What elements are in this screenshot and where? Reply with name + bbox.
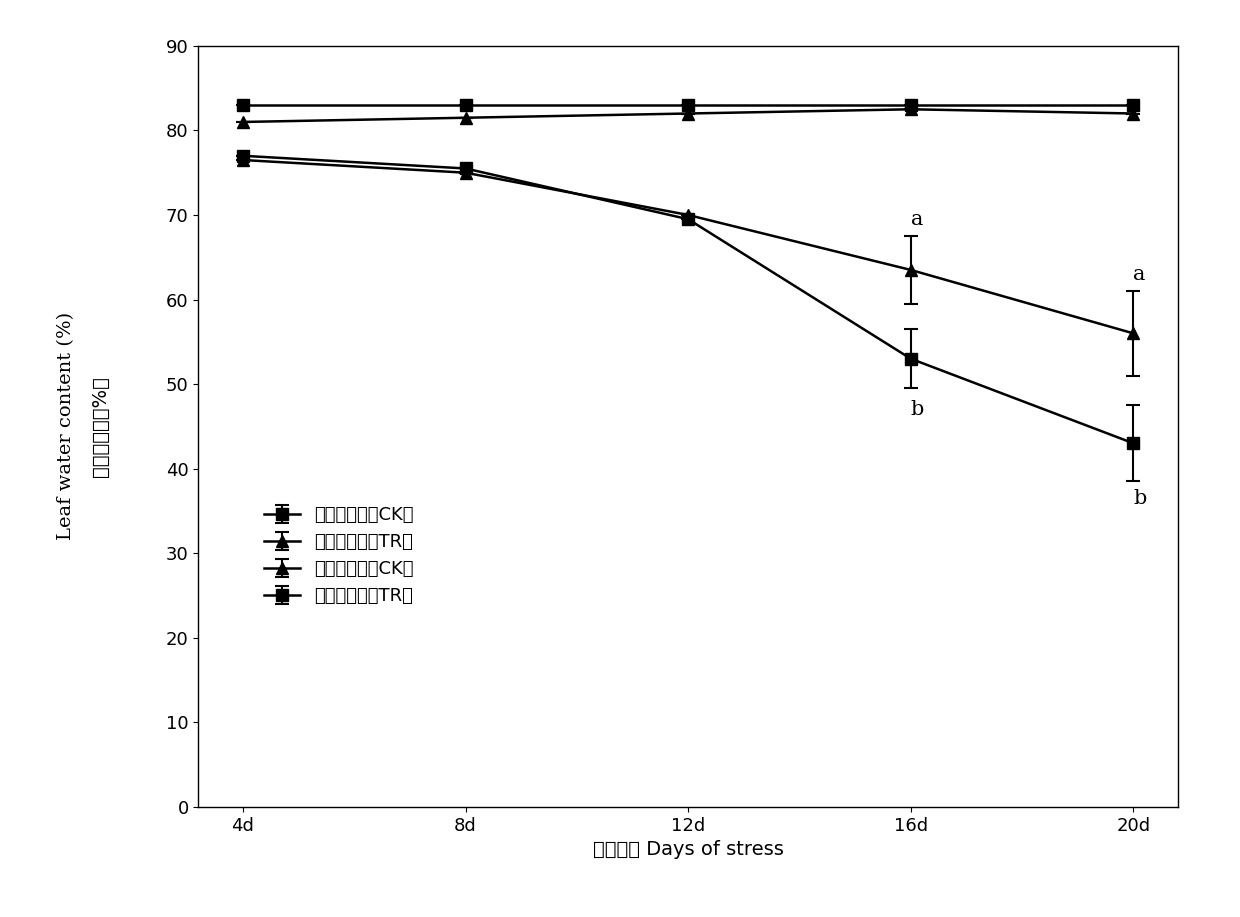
Text: b: b [911,400,924,419]
Text: b: b [1133,489,1147,508]
X-axis label: 胁迫天数 Days of stress: 胁迫天数 Days of stress [593,840,784,859]
Text: Leaf water content (%): Leaf water content (%) [57,313,76,540]
Text: 叶片含水量（%）: 叶片含水量（%） [91,376,110,477]
Text: a: a [911,210,924,228]
Legend: 沟叶结缕草（CK）, 沟叶结缕草（TR）, 中华结缕草（CK）, 中华结缕草（TR）: 沟叶结缕草（CK）, 沟叶结缕草（TR）, 中华结缕草（CK）, 中华结缕草（T… [257,499,420,613]
Text: a: a [1133,265,1146,283]
